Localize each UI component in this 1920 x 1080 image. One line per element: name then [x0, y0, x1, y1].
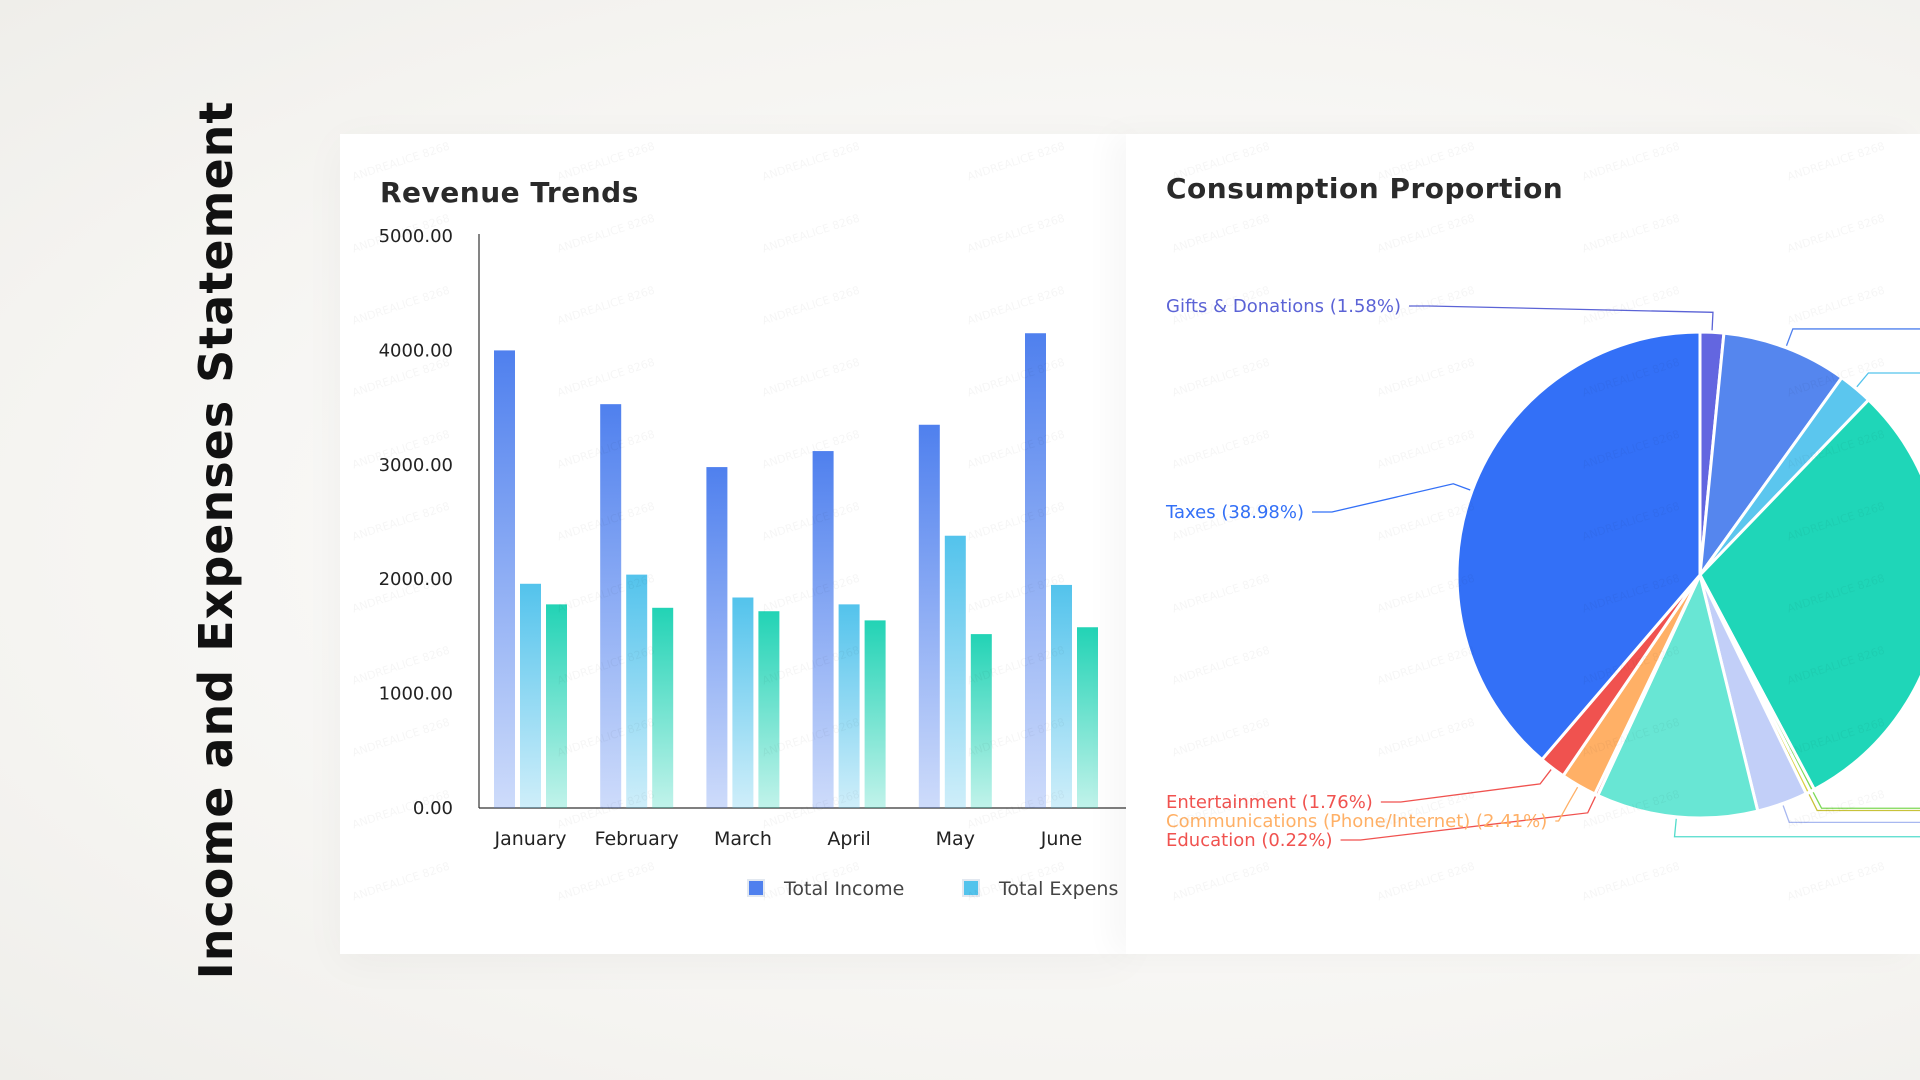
consumption-proportion-card: Consumption Proportion Gifts & Donations…: [1126, 134, 1920, 954]
bar-series-2-january[interactable]: [546, 604, 567, 808]
pie-leader-line: [1808, 794, 1920, 812]
pie-leader-line: [1785, 328, 1920, 347]
revenue-bar-chart: 5000.00 4000.00 3000.00 2000.00 1000.00 0.00 J…: [379, 226, 1126, 900]
pie-leader-line: [1312, 483, 1471, 513]
pie-label: Education (0.22%): [1166, 830, 1333, 851]
pie-leader-line: [1340, 796, 1597, 841]
y-tick-label: 0.00: [413, 798, 453, 819]
bar-total-income-january[interactable]: [494, 350, 515, 808]
pie-slices: [1455, 330, 1920, 820]
x-tick-label: April: [827, 828, 870, 850]
pie-leader-line: [1782, 805, 1920, 824]
x-tick-label: June: [1040, 828, 1082, 850]
pie-slice-1[interactable]: [1698, 331, 1844, 577]
legend-swatch[interactable]: [747, 879, 765, 897]
bar-total-income-march[interactable]: [706, 467, 728, 808]
pie-leader-line: [1856, 372, 1920, 388]
revenue-trends-card: Revenue Trends 5000.00 4000.00 3000.00 2000…: [340, 134, 1126, 954]
y-tick-label: 2000.00: [379, 569, 453, 590]
legend-label[interactable]: Total Expens: [998, 878, 1118, 900]
pie-label: Gifts & Donations (1.58%): [1166, 296, 1401, 317]
consumption-pie-chart: Gifts & Donations (1.58%) Education (0.22…: [1165, 296, 1920, 851]
x-tick-label: May: [936, 828, 975, 850]
x-tick-label: March: [714, 828, 772, 850]
bar-series-2-march[interactable]: [758, 611, 780, 808]
pie-slice-11[interactable]: [1455, 330, 1702, 762]
bar-total-income-may[interactable]: [918, 424, 940, 808]
bar-total-income-february[interactable]: [600, 404, 622, 808]
bar-total-income-june[interactable]: [1025, 333, 1046, 808]
bar-total-expenses-january[interactable]: [520, 583, 541, 808]
bar-total-expenses-april[interactable]: [838, 604, 860, 808]
pie-leader-line: [1555, 786, 1579, 822]
pie-leader-line: [1673, 818, 1920, 838]
y-tick-label: 3000.00: [379, 455, 453, 476]
y-tick-label: 5000.00: [379, 226, 453, 247]
y-tick-label: 1000.00: [379, 684, 453, 705]
pie-chart-title: Consumption Proportion: [1166, 172, 1564, 205]
pie-leader-line: [1812, 791, 1920, 809]
pie-slice-7[interactable]: [1596, 573, 1760, 820]
pie-leader-line: [1409, 305, 1714, 331]
pie-slice-3[interactable]: [1698, 398, 1920, 791]
pie-label: Communications (Phone/Internet) (2.41%): [1166, 811, 1547, 832]
bar-chart-title: Revenue Trends: [380, 176, 639, 209]
pie-label: Entertainment (1.76%): [1166, 792, 1373, 813]
y-tick-label: 4000.00: [379, 340, 453, 361]
bar-total-expenses-may[interactable]: [944, 535, 966, 808]
legend-label[interactable]: Total Income: [783, 878, 904, 900]
bar-series-2-june[interactable]: [1077, 627, 1098, 808]
page-title: Income and Expenses Statement: [189, 100, 243, 980]
bar-total-income-april[interactable]: [812, 451, 834, 808]
legend-swatch[interactable]: [962, 879, 980, 897]
bar-total-expenses-june[interactable]: [1051, 584, 1072, 808]
x-tick-label: February: [595, 828, 679, 850]
pie-label: Taxes (38.98%): [1165, 502, 1304, 523]
bar-series-2-april[interactable]: [864, 620, 886, 808]
bar-series-2-may[interactable]: [970, 634, 992, 808]
bar-series-2-february[interactable]: [652, 607, 674, 808]
x-tick-label: January: [493, 828, 566, 850]
bar-total-expenses-march[interactable]: [732, 597, 754, 808]
pie-leader-line: [1380, 769, 1552, 803]
bar-total-expenses-february[interactable]: [626, 574, 648, 808]
